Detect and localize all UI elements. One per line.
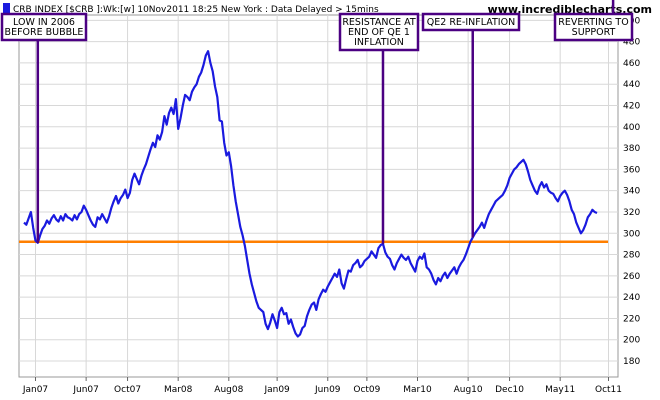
crb-price-line [23, 50, 598, 338]
x-axis: Jan07 Jun07 Oct07 Mar08 Aug08 Jan09 Jun09 Oct09… [22, 377, 622, 395]
symbol-icon [3, 3, 10, 14]
annotation-box [421, 12, 521, 32]
y-axis: 180 200 220 240 260 280 300 320 340 360 380 400 420 4… [623, 16, 640, 367]
annotation-text: QE2 RE-INFLATION [427, 17, 515, 28]
annotation-text: END OF QE 1 [348, 27, 410, 38]
y-tick-label: 220 [623, 314, 640, 324]
y-tick-label: 180 [623, 357, 640, 367]
y-tick-label: 460 [623, 59, 640, 69]
x-tick-label: Dec10 [495, 385, 524, 395]
annotation-text: BEFORE BUBBLE [5, 27, 84, 38]
y-tick-label: 360 [623, 165, 640, 175]
x-tick-label: Jan09 [263, 385, 290, 395]
x-tick-label: Jan07 [22, 385, 48, 395]
y-tick-label: 240 [623, 293, 640, 303]
y-tick-label: 260 [623, 272, 640, 282]
grid-lines [19, 15, 618, 377]
y-tick-label: 200 [623, 336, 640, 346]
annotation-text: LOW IN 2006 [13, 17, 75, 28]
x-tick-label: Mar08 [164, 385, 193, 395]
x-tick-label: Jun07 [72, 385, 99, 395]
y-tick-label: 340 [623, 187, 640, 197]
y-tick-label: 300 [623, 229, 640, 239]
x-tick-label: Aug08 [214, 385, 243, 395]
x-tick-label: Oct11 [595, 385, 622, 395]
x-tick-label: May11 [545, 385, 575, 395]
annotation-text: SUPPORT [572, 27, 616, 38]
annotation-box [338, 12, 420, 52]
annotation-text: RESISTANCE AT [342, 17, 416, 28]
y-tick-label: 380 [623, 144, 640, 154]
annotation-box [0, 12, 88, 42]
annotation-text: INFLATION [354, 37, 404, 48]
chart-header-title: CRB INDEX [$CRB ]:Wk:[w] 10Nov2011 18:25… [13, 5, 379, 15]
y-tick-label: 420 [623, 102, 640, 112]
x-tick-label: Mar10 [403, 385, 432, 395]
y-tick-label: 280 [623, 251, 640, 261]
x-tick-label: Oct09 [353, 385, 380, 395]
x-tick-label: Aug10 [454, 385, 483, 395]
annotation-text: REVERTING TO [558, 17, 628, 28]
y-tick-label: 440 [623, 80, 640, 90]
x-tick-label: Jun09 [314, 385, 341, 395]
y-tick-label: 480 [623, 38, 640, 48]
y-tick-label: 320 [623, 208, 640, 218]
annotation-box [553, 12, 634, 42]
x-tick-label: Oct07 [114, 385, 141, 395]
y-tick-label: 400 [623, 123, 640, 133]
plot-frame [18, 14, 619, 378]
